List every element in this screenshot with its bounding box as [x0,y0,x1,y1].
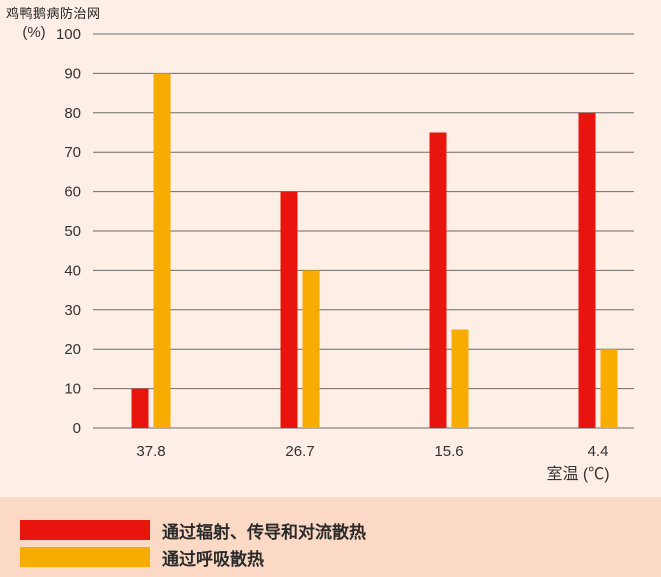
legend-item-respiration: 通过呼吸散热 [20,546,264,570]
x-axis-label: 室温 (℃) [546,465,609,483]
legend: 通过辐射、传导和对流散热 通过呼吸散热 [0,497,661,577]
x-tick-label: 15.6 [434,443,463,460]
y-tick-labels: 0 10 20 30 40 50 60 70 80 90 100 [56,26,81,437]
y-axis-label: (%) [22,24,45,41]
legend-swatch-orange [20,547,150,567]
bars [131,73,618,429]
bar-respiration [302,270,320,428]
x-tick-label: 4.4 [588,443,609,460]
y-tick-label: 40 [64,262,81,279]
y-tick-label: 0 [73,420,81,437]
legend-swatch-red [20,520,150,540]
bar-radiation [578,112,596,429]
y-tick-label: 30 [64,302,81,319]
y-tick-label: 20 [64,341,81,358]
bar-respiration [153,73,171,429]
bar-chart: 0 10 20 30 40 50 60 70 80 90 100 37.8 26.7 15.6 4.4 (… [22,24,634,483]
y-tick-label: 100 [56,26,81,43]
y-tick-label: 50 [64,223,81,240]
y-tick-label: 10 [64,381,81,398]
y-tick-label: 70 [64,144,81,161]
y-tick-label: 80 [64,105,81,122]
legend-label-radiation: 通过辐射、传导和对流散热 [162,522,366,543]
legend-label-respiration: 通过呼吸散热 [162,549,264,570]
legend-item-radiation: 通过辐射、传导和对流散热 [20,519,366,543]
y-tick-label: 90 [64,65,81,82]
chart-area: 鸡鸭鹅病防治网 0 10 20 30 40 50 60 70 80 90 100 37.8 26.7 1… [6,7,634,483]
bar-respiration [451,329,469,428]
x-tick-label: 37.8 [136,443,165,460]
bar-radiation [280,191,298,428]
bar-radiation [429,132,447,428]
bar-radiation [131,388,149,428]
watermark: 鸡鸭鹅病防治网 [6,7,101,22]
bar-respiration [600,349,618,428]
x-tick-labels: 37.8 26.7 15.6 4.4 [136,443,608,460]
y-tick-label: 60 [64,184,81,201]
x-tick-label: 26.7 [285,443,314,460]
grid-lines [93,33,634,429]
